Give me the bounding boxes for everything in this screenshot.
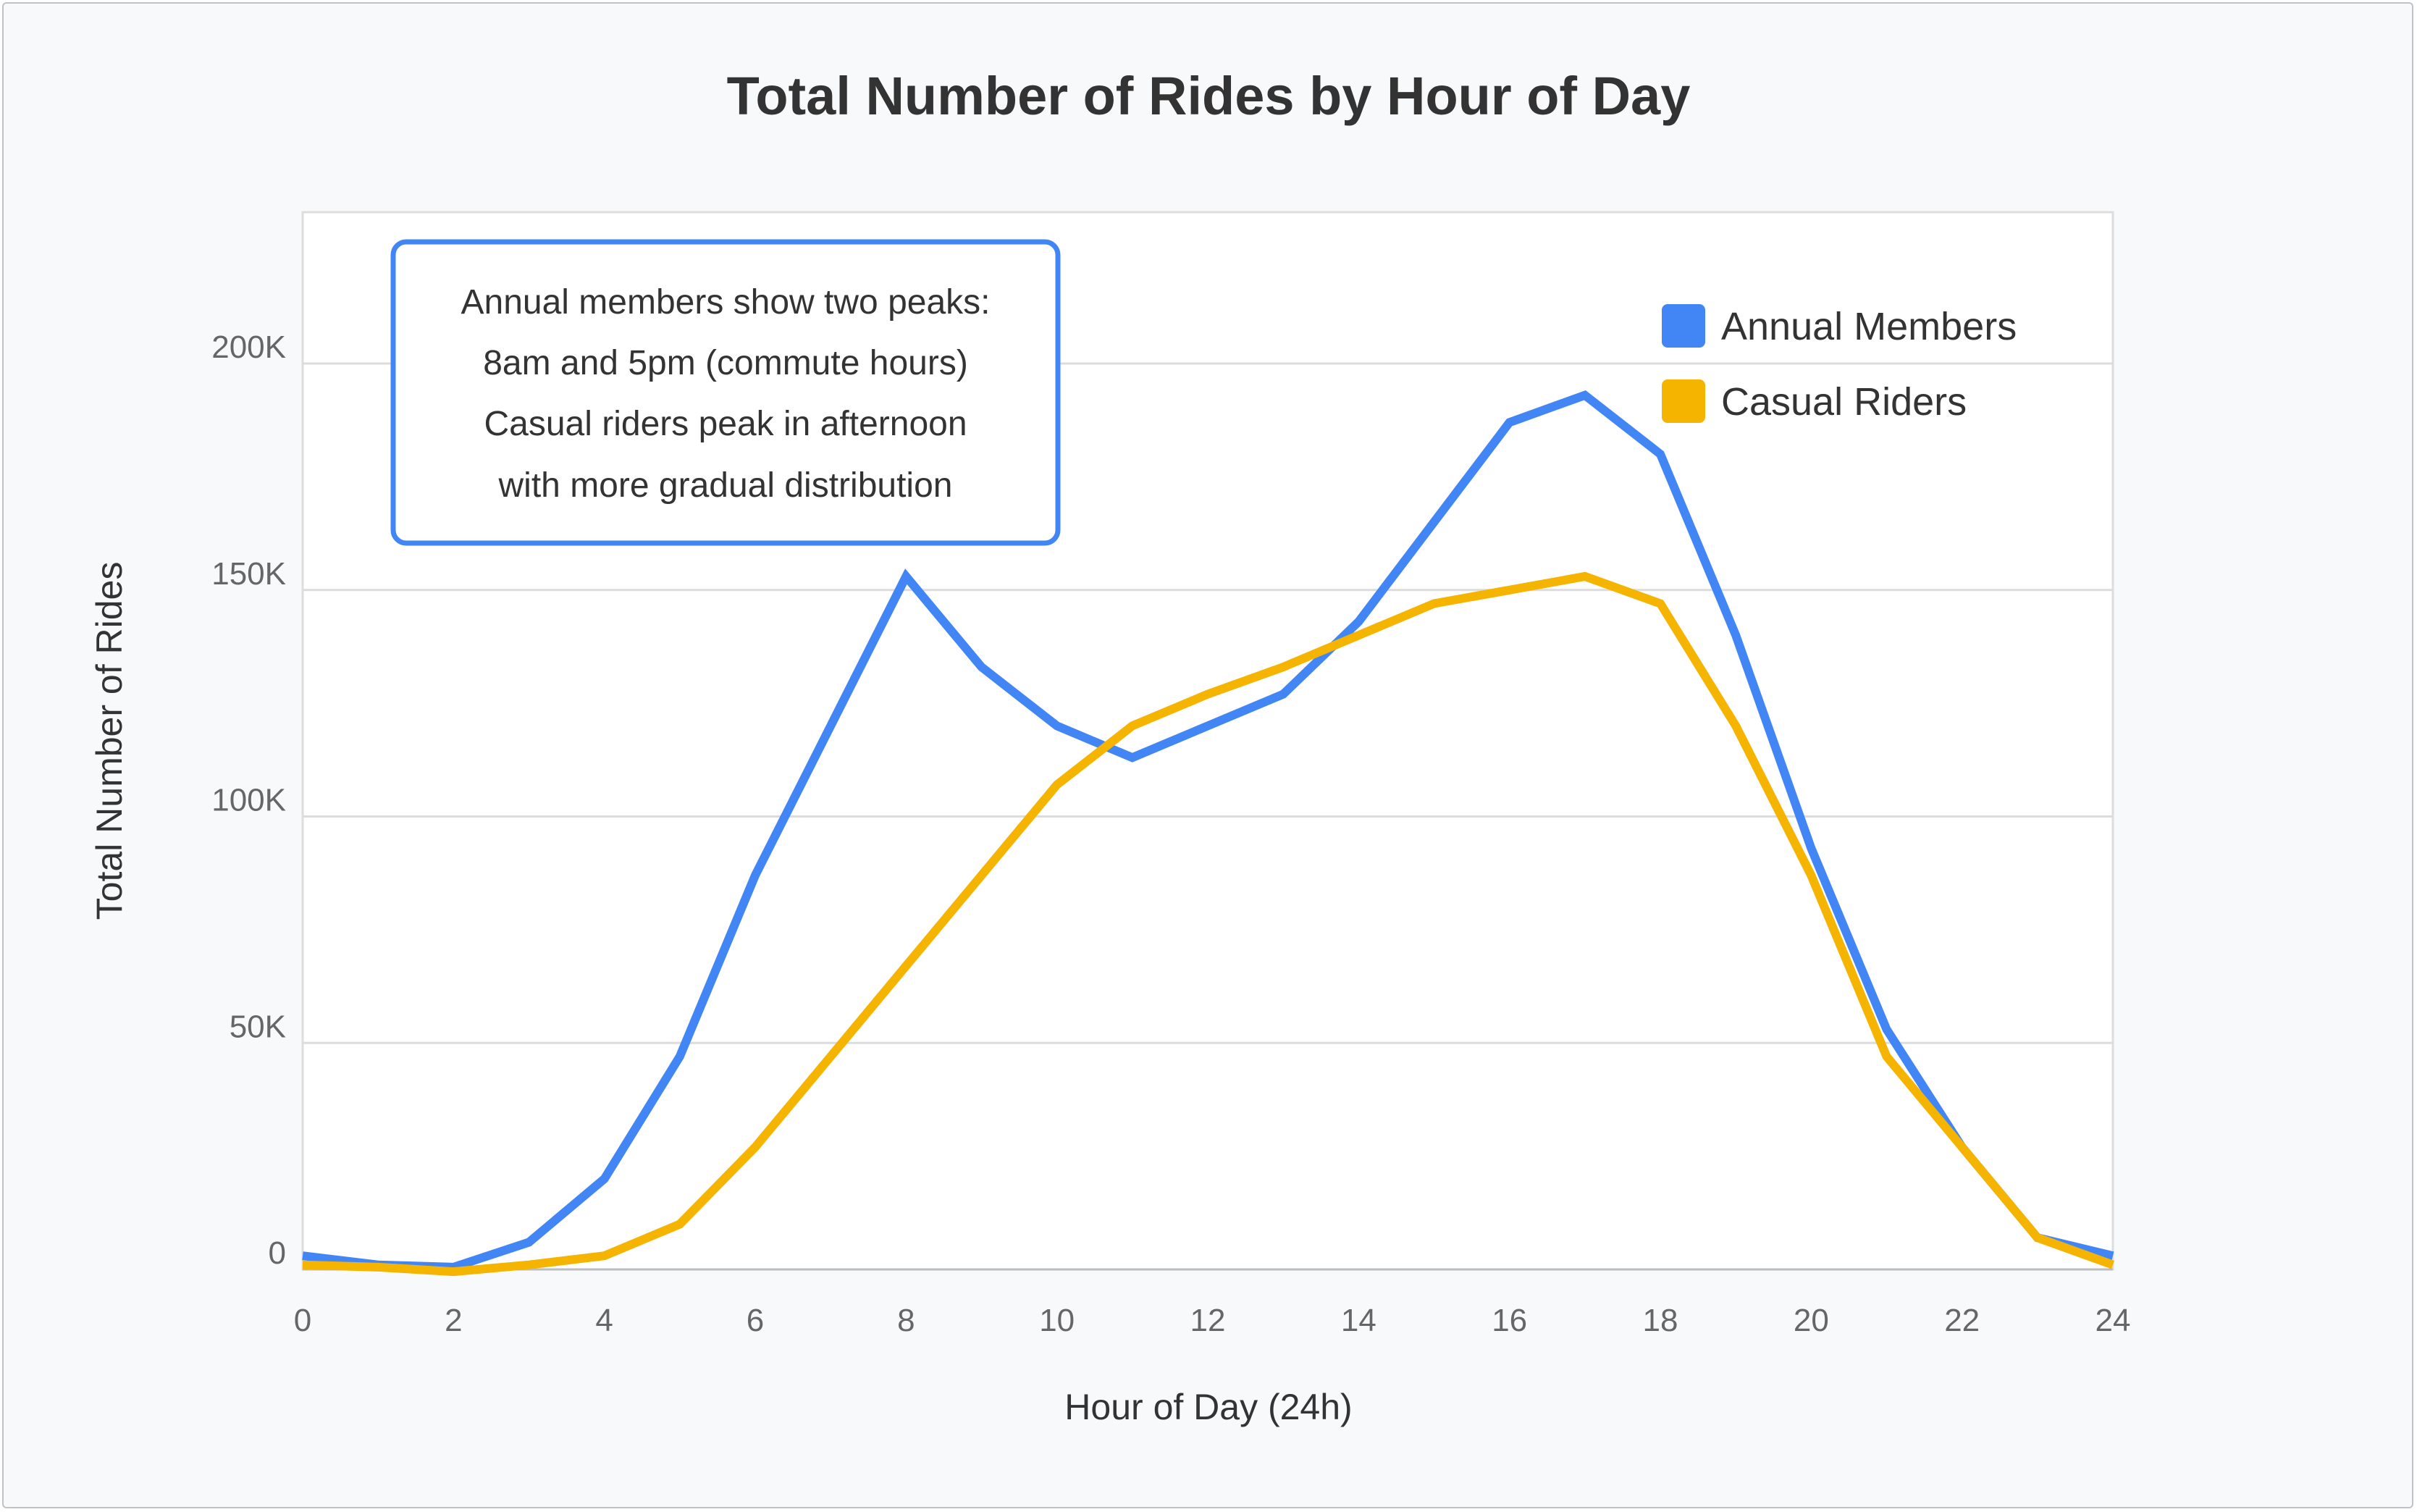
- x-axis-label: Hour of Day (24h): [1064, 1387, 1352, 1427]
- chart-title: Total Number of Rides by Hour of Day: [727, 66, 1691, 126]
- y-tick-label: 0: [269, 1235, 286, 1271]
- annotation-line: Casual riders peak in afternoon: [484, 405, 967, 443]
- y-tick-label: 150K: [211, 556, 286, 592]
- x-tick-label: 10: [1039, 1303, 1075, 1338]
- x-tick-label: 8: [897, 1303, 915, 1338]
- series-line-annual-members: [302, 390, 2114, 1272]
- y-tick-label: 200K: [211, 329, 286, 365]
- x-tick-label: 0: [294, 1303, 311, 1338]
- x-tick-label: 6: [747, 1303, 764, 1338]
- annotation-background: [390, 239, 1061, 546]
- annotation-line: with more gradual distribution: [498, 466, 953, 505]
- x-tick-label: 18: [1643, 1303, 1678, 1338]
- x-tick-label: 4: [595, 1303, 613, 1338]
- y-tick-label: 50K: [230, 1009, 286, 1044]
- x-tick-label: 12: [1190, 1303, 1226, 1338]
- y-tick-label: 100K: [211, 783, 286, 818]
- series-line-casual-riders: [302, 571, 2115, 1277]
- annotation-line: Annual members show two peaks:: [461, 283, 990, 322]
- legend-label: Casual Riders: [1721, 380, 1967, 424]
- x-tick-label: 16: [1492, 1303, 1527, 1338]
- x-tick-label: 14: [1341, 1303, 1376, 1338]
- series-lines: [302, 390, 2115, 1277]
- x-tick-label: 20: [1794, 1303, 1829, 1338]
- x-tick-label: 22: [1944, 1303, 1980, 1338]
- annotation-box: Annual members show two peaks: 8am and 5p…: [390, 239, 1061, 546]
- legend-swatch: [1662, 379, 1705, 423]
- legend: Annual Members Casual Riders: [1662, 304, 2017, 424]
- legend-label: Annual Members: [1721, 305, 2017, 348]
- legend-swatch: [1662, 304, 1705, 348]
- x-tick-label: 2: [445, 1303, 462, 1338]
- annotation-line: 8am and 5pm (commute hours): [483, 344, 968, 382]
- y-axis-label: Total Number of Rides: [89, 562, 130, 920]
- x-tick-label: 24: [2096, 1303, 2131, 1338]
